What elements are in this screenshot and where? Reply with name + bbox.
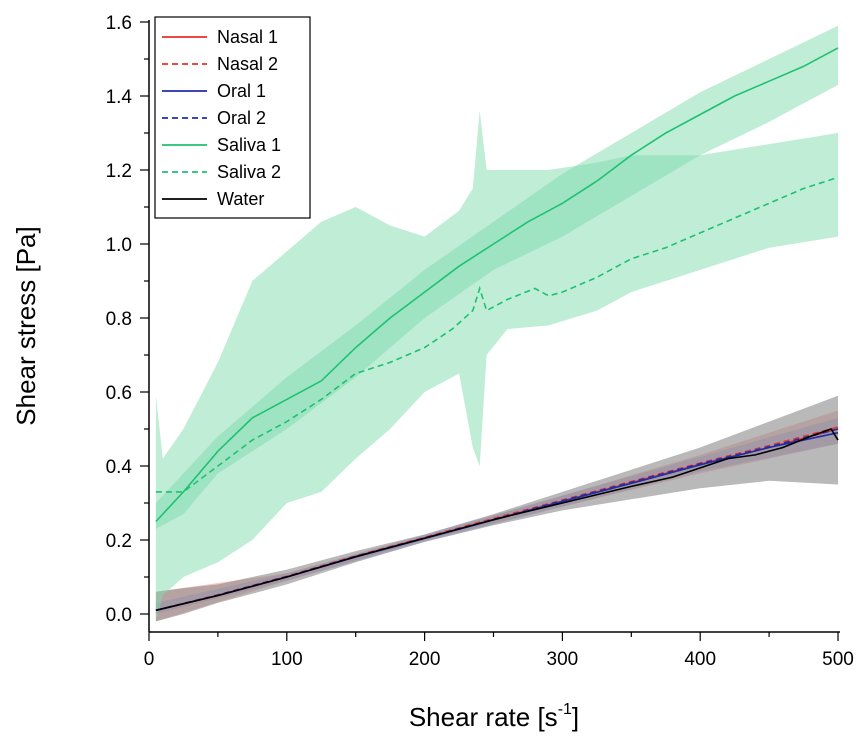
legend-box [154, 16, 311, 219]
legend: Nasal 1 Nasal 2 Oral 1 Oral 2 Saliva 1 Saliva… [154, 16, 311, 219]
ticks: 0 100 200 300 400 500 0.0 0.2 0.4 0.6 0.8 1.0 1.2 1.4… [106, 13, 854, 670]
x-tick-label: 100 [271, 649, 303, 670]
y-tick-label: 0.2 [106, 531, 132, 552]
y-tick-label: 0.4 [106, 457, 133, 478]
y-tick-label: 1.2 [106, 161, 132, 182]
legend-label-saliva-2: Saliva 2 [217, 162, 281, 182]
axes [148, 20, 840, 633]
series-lines [155, 47, 839, 612]
series-line-saliva-1 [155, 47, 839, 523]
y-tick-label: 1.0 [106, 235, 132, 256]
x-tick-label: 400 [684, 649, 716, 670]
y-tick-label: 0.0 [106, 605, 132, 626]
series-line-saliva-2 [155, 176, 839, 493]
x-tick-label: 500 [822, 649, 854, 670]
x-tick-label: 300 [547, 649, 579, 670]
band-4 [155, 110, 838, 622]
legend-label-saliva-1: Saliva 1 [217, 135, 281, 155]
x-axis-title-close: ] [572, 702, 579, 732]
legend-label-water: Water [217, 189, 264, 209]
legend-label-nasal-1: Nasal 1 [217, 27, 278, 47]
band-5 [155, 25, 838, 529]
y-tick-label: 1.4 [106, 87, 133, 108]
legend-label-oral-2: Oral 2 [217, 108, 266, 128]
y-tick-label: 1.6 [106, 13, 132, 34]
legend-label-oral-1: Oral 1 [217, 81, 266, 101]
x-axis-title-base: Shear rate [s [409, 702, 558, 732]
x-tick-label: 0 [144, 649, 155, 670]
x-axis-title: Shear rate [s-1] [409, 701, 579, 732]
series-line-water [155, 428, 839, 612]
x-axis-title-superscript: -1 [558, 701, 572, 718]
y-tick-label: 0.8 [106, 309, 132, 330]
x-tick-label: 200 [409, 649, 441, 670]
legend-label-nasal-2: Nasal 2 [217, 54, 278, 74]
y-axis-title: Shear stress [Pa] [11, 226, 41, 425]
y-tick-label: 0.6 [106, 383, 132, 404]
